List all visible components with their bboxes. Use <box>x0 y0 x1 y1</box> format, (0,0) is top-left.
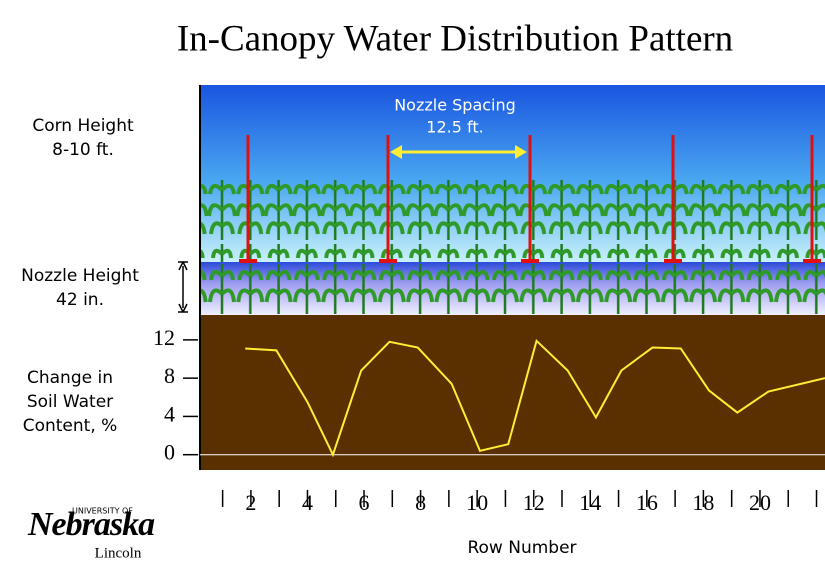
height-arrowheads <box>178 261 188 313</box>
x-tick-label: 16 <box>636 490 658 515</box>
logo-campus: Lincoln <box>95 545 142 561</box>
x-tick-label: 14 <box>579 490 601 515</box>
x-axis-label: Row Number <box>467 538 576 558</box>
logo-top: UNIVERSITY OF <box>72 507 133 516</box>
nozzles <box>239 135 821 263</box>
y-tick-label: 12 <box>153 325 175 350</box>
spacing-label: 12.5 ft. <box>426 118 483 137</box>
nozzle-height-label: 42 in. <box>56 290 104 310</box>
y-axis-label: Soil Water <box>27 392 113 412</box>
y-tick-label: 8 <box>164 363 175 388</box>
logo-name: Nebraska <box>27 506 155 543</box>
x-tick-label: 20 <box>749 490 771 515</box>
y-tick-label: 4 <box>164 401 175 426</box>
x-tick-label: 6 <box>359 490 370 515</box>
y-axis-label: Content, % <box>23 416 118 436</box>
x-tick-label: 12 <box>523 490 545 515</box>
x-tick-label: 4 <box>302 490 313 515</box>
x-tick-label: 10 <box>466 490 488 515</box>
chart-title: In-Canopy Water Distribution Pattern <box>177 18 733 59</box>
spacing-label: Nozzle Spacing <box>394 96 516 115</box>
x-tick-label: 18 <box>692 490 714 515</box>
soil <box>200 315 825 470</box>
data-line <box>245 338 825 458</box>
corn-canopy <box>200 180 825 262</box>
nozzle-height-label: Nozzle Height <box>21 266 139 286</box>
y-tick-label: 0 <box>164 440 175 465</box>
x-tick-label: 8 <box>415 490 426 515</box>
corn-height-label: Corn Height <box>32 116 134 136</box>
x-tick-label: 2 <box>245 490 256 515</box>
corn-lower <box>200 262 825 315</box>
corn-height-label: 8-10 ft. <box>52 140 114 160</box>
y-axis-label: Change in <box>27 368 113 388</box>
